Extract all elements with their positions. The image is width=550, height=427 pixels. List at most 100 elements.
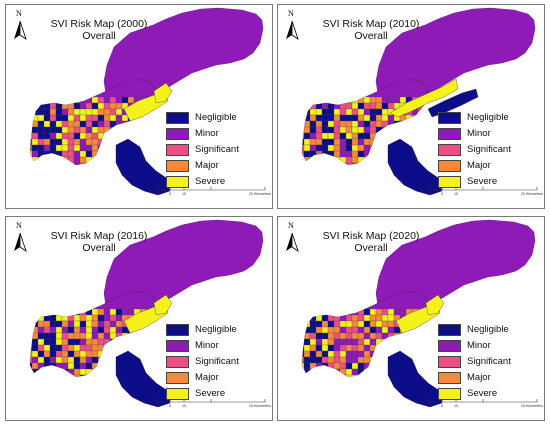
tract xyxy=(357,350,365,358)
tract xyxy=(55,314,63,322)
tract xyxy=(103,332,111,340)
tract xyxy=(55,138,63,146)
tract xyxy=(381,308,389,316)
tract xyxy=(30,126,33,134)
tract xyxy=(103,132,111,140)
tract xyxy=(97,120,105,128)
tract xyxy=(363,326,371,334)
tract xyxy=(37,138,45,146)
tract xyxy=(417,126,425,134)
tract xyxy=(363,338,371,346)
tract xyxy=(345,96,353,104)
tract xyxy=(79,338,87,346)
tract xyxy=(67,332,75,340)
tract xyxy=(357,138,365,146)
tract xyxy=(127,308,135,316)
tract xyxy=(115,132,123,140)
tract xyxy=(381,144,389,152)
tract xyxy=(339,132,347,140)
tract xyxy=(327,314,335,322)
tract xyxy=(423,120,428,128)
tract xyxy=(321,350,329,358)
scale-label: 20 Kilometers xyxy=(249,192,271,196)
tract xyxy=(85,374,93,377)
tract xyxy=(351,350,359,358)
tract xyxy=(67,120,75,128)
north-arrow: N xyxy=(12,221,28,257)
tract xyxy=(302,144,305,152)
tract xyxy=(351,162,359,165)
tract xyxy=(399,126,407,134)
tract xyxy=(363,138,371,146)
tract xyxy=(49,132,57,140)
legend-label: Significant xyxy=(467,356,511,367)
tract xyxy=(109,162,117,165)
tract xyxy=(381,108,389,116)
tract xyxy=(387,102,395,110)
tract xyxy=(127,120,135,128)
tract xyxy=(333,374,341,377)
tract xyxy=(315,368,323,376)
legend-label: Severe xyxy=(195,176,226,187)
tract xyxy=(73,120,81,128)
tract xyxy=(351,320,359,328)
tract xyxy=(333,356,341,364)
tract xyxy=(351,132,359,140)
tract xyxy=(327,326,335,334)
tract xyxy=(103,320,111,328)
legend-label: Significant xyxy=(195,356,239,367)
tract xyxy=(79,108,87,116)
tract xyxy=(369,126,377,134)
tract xyxy=(351,114,359,122)
tract xyxy=(109,362,117,370)
legend-label: Minor xyxy=(195,340,219,351)
tract xyxy=(423,356,428,364)
tract xyxy=(357,114,365,122)
tract xyxy=(109,150,117,158)
tract xyxy=(103,126,111,134)
tract xyxy=(37,350,45,358)
tract xyxy=(37,326,45,334)
tract xyxy=(55,132,63,140)
tract xyxy=(333,362,341,370)
tract xyxy=(30,350,33,358)
tract xyxy=(61,326,69,334)
tract xyxy=(67,156,75,164)
tract xyxy=(79,368,87,376)
tract xyxy=(303,114,311,122)
tract xyxy=(127,338,135,346)
tract xyxy=(85,314,93,322)
tract xyxy=(31,120,39,128)
tract xyxy=(85,362,93,370)
tract xyxy=(315,338,323,346)
tract xyxy=(351,150,359,158)
tract xyxy=(333,308,341,316)
tract xyxy=(327,120,335,128)
tract xyxy=(49,326,57,334)
tract xyxy=(79,320,87,328)
north-label: N xyxy=(16,9,22,18)
tract xyxy=(375,374,383,377)
tract xyxy=(67,126,75,134)
tract xyxy=(333,350,341,358)
tract xyxy=(61,102,69,110)
tract xyxy=(387,132,395,140)
tract xyxy=(363,96,371,104)
tract xyxy=(103,344,111,352)
tract xyxy=(73,356,81,364)
tract xyxy=(302,162,305,165)
tract xyxy=(115,314,123,322)
tract xyxy=(339,308,347,316)
tract xyxy=(97,338,105,346)
tract xyxy=(387,114,395,122)
tract xyxy=(345,320,353,328)
tract xyxy=(411,126,419,134)
tract xyxy=(37,338,45,346)
tract xyxy=(73,114,81,122)
tract xyxy=(91,144,99,152)
tract xyxy=(55,368,63,376)
scale-label: 10 xyxy=(182,404,186,408)
tract xyxy=(139,332,147,340)
tract xyxy=(345,156,353,164)
legend: Negligible Minor Significant Major Severe xyxy=(166,323,266,403)
